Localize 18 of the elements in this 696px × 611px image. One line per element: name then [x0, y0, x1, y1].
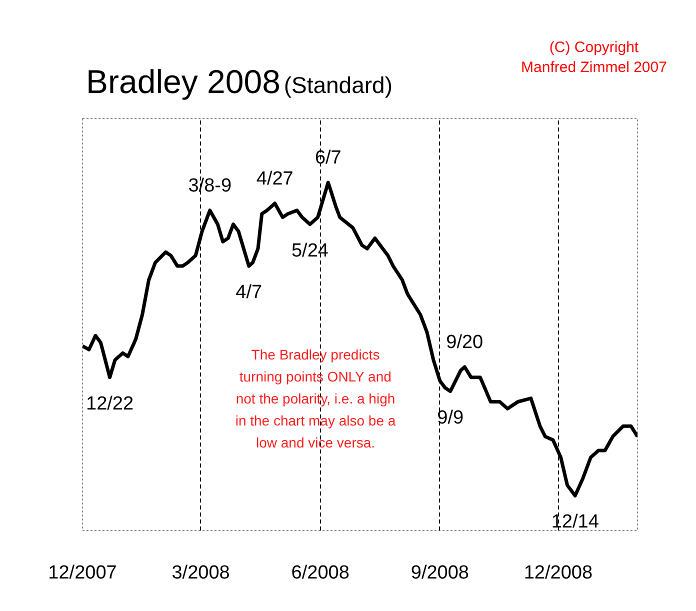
- annotation: 9/20: [446, 332, 484, 353]
- annotation: 3/8-9: [188, 175, 232, 196]
- annotation: 4/7: [236, 282, 262, 304]
- chart-subtitle: (Standard): [284, 72, 392, 98]
- annotation: 9/9: [437, 407, 464, 428]
- annotation: 5/24: [291, 240, 329, 262]
- x-tick-label: 9/2008: [410, 562, 470, 584]
- annotation: 12/22: [86, 393, 134, 414]
- chart-title: Bradley 2008: [86, 63, 280, 100]
- x-tick-label: 12/2007: [48, 562, 117, 584]
- x-tick-label: 6/2008: [291, 562, 350, 584]
- annotation: The Bradley predicts turning points ONLY and not the polarity, i.e. a high in the chart may also be a low and vice versa.: [235, 346, 396, 450]
- x-tick-label: 3/2008: [172, 562, 230, 584]
- annotation: 12/14: [551, 512, 600, 533]
- text: (C) Copyright Manfred Zimmel 2007: [520, 38, 668, 78]
- x-tick-label: 12/2008: [524, 562, 593, 584]
- annotation: 6/7: [314, 148, 342, 169]
- annotation: 4/27: [256, 168, 294, 190]
